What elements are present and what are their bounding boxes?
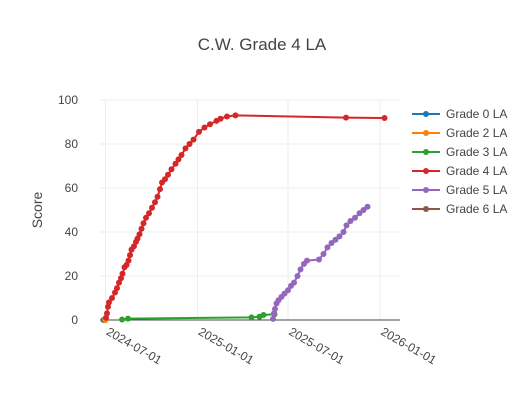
legend-label: Grade 6 LA xyxy=(446,202,507,216)
data-point xyxy=(127,252,133,259)
data-point xyxy=(232,112,239,119)
y-tick-label: 20 xyxy=(65,269,79,283)
data-point xyxy=(106,299,112,306)
data-point xyxy=(340,229,347,235)
legend-marker xyxy=(423,206,429,212)
data-point xyxy=(143,214,149,221)
data-point xyxy=(224,113,230,120)
data-point xyxy=(336,233,343,240)
data-point xyxy=(114,285,120,292)
legend-item: Grade 4 LA xyxy=(412,164,507,178)
data-point xyxy=(172,160,179,167)
data-point xyxy=(136,231,143,238)
y-tick-label: 80 xyxy=(65,137,79,151)
data-point xyxy=(285,287,291,294)
legend-item: Grade 6 LA xyxy=(412,202,507,216)
data-point xyxy=(165,171,171,178)
data-point xyxy=(304,257,310,264)
data-series xyxy=(100,112,388,323)
y-tick-label: 40 xyxy=(65,225,79,239)
data-point xyxy=(248,314,255,321)
data-point xyxy=(119,270,126,277)
data-point xyxy=(146,210,152,217)
data-point xyxy=(332,236,339,243)
legend-label: Grade 3 LA xyxy=(446,145,507,159)
legend-label: Grade 5 LA xyxy=(446,183,507,197)
data-point xyxy=(182,145,189,152)
data-point xyxy=(260,311,267,318)
data-point xyxy=(109,295,115,301)
legend: Grade 0 LA Grade 2 LA Grade 3 LA Grade 4 LA… xyxy=(412,107,507,216)
data-point xyxy=(272,306,278,312)
x-tick-label: 2026-01-01 xyxy=(379,324,439,367)
legend-item: Grade 3 LA xyxy=(412,145,507,159)
series-grade-3-la xyxy=(119,311,278,323)
legend-marker xyxy=(423,187,429,193)
data-point xyxy=(178,152,185,158)
data-point xyxy=(207,121,213,128)
data-point xyxy=(381,115,388,122)
legend-item: Grade 2 LA xyxy=(412,126,507,140)
legend-label: Grade 2 LA xyxy=(446,126,507,140)
data-point xyxy=(196,128,202,135)
x-tick-label: 2025-01-01 xyxy=(196,324,256,367)
series-line xyxy=(272,205,369,320)
data-point xyxy=(125,315,131,322)
y-tick-label: 0 xyxy=(71,313,78,327)
legend-marker xyxy=(423,168,429,174)
data-point xyxy=(168,166,175,173)
data-point xyxy=(119,316,125,323)
data-point xyxy=(190,136,197,143)
x-tick-label: 2024-07-01 xyxy=(104,324,164,367)
y-tick-label: 60 xyxy=(65,181,79,195)
chart-title: C.W. Grade 4 LA xyxy=(198,35,327,54)
series-grade-4-la xyxy=(103,112,388,321)
data-point xyxy=(152,199,158,206)
data-point xyxy=(149,204,155,211)
x-tick-label: 2025-07-01 xyxy=(287,324,347,367)
data-point xyxy=(140,220,147,227)
legend-item: Grade 0 LA xyxy=(412,107,507,121)
data-point xyxy=(356,210,363,217)
data-point xyxy=(320,251,327,257)
series-grade-5-la xyxy=(270,203,371,322)
y-axis-title: Score xyxy=(29,192,45,229)
data-point xyxy=(328,240,335,246)
data-point xyxy=(343,114,349,121)
data-point xyxy=(186,141,193,147)
data-point xyxy=(175,156,182,163)
data-point xyxy=(201,124,208,131)
legend-marker xyxy=(423,111,429,117)
legend-label: Grade 4 LA xyxy=(446,164,507,178)
data-point xyxy=(157,186,163,193)
legend-label: Grade 0 LA xyxy=(446,107,507,121)
data-point xyxy=(360,207,367,213)
data-point xyxy=(324,244,331,251)
data-point xyxy=(217,115,224,122)
data-point xyxy=(294,273,301,279)
data-point xyxy=(138,225,145,232)
data-point xyxy=(297,266,304,273)
data-point xyxy=(270,315,276,322)
data-point xyxy=(104,310,110,317)
data-point xyxy=(291,279,297,286)
legend-item: Grade 5 LA xyxy=(412,183,507,197)
y-tick-label: 100 xyxy=(58,93,78,107)
data-point xyxy=(352,214,358,221)
data-point xyxy=(364,203,371,210)
grid-lines xyxy=(100,99,400,320)
data-point xyxy=(347,218,354,224)
legend-marker xyxy=(423,130,429,136)
data-point xyxy=(316,256,322,263)
axes: 0 20 40 60 80 100 2024-07-01 2025-01-01 2025-07-… xyxy=(58,93,439,367)
legend-marker xyxy=(423,149,429,155)
data-point xyxy=(343,222,350,229)
data-point xyxy=(162,176,168,183)
data-point xyxy=(154,193,161,200)
data-point xyxy=(125,257,132,264)
